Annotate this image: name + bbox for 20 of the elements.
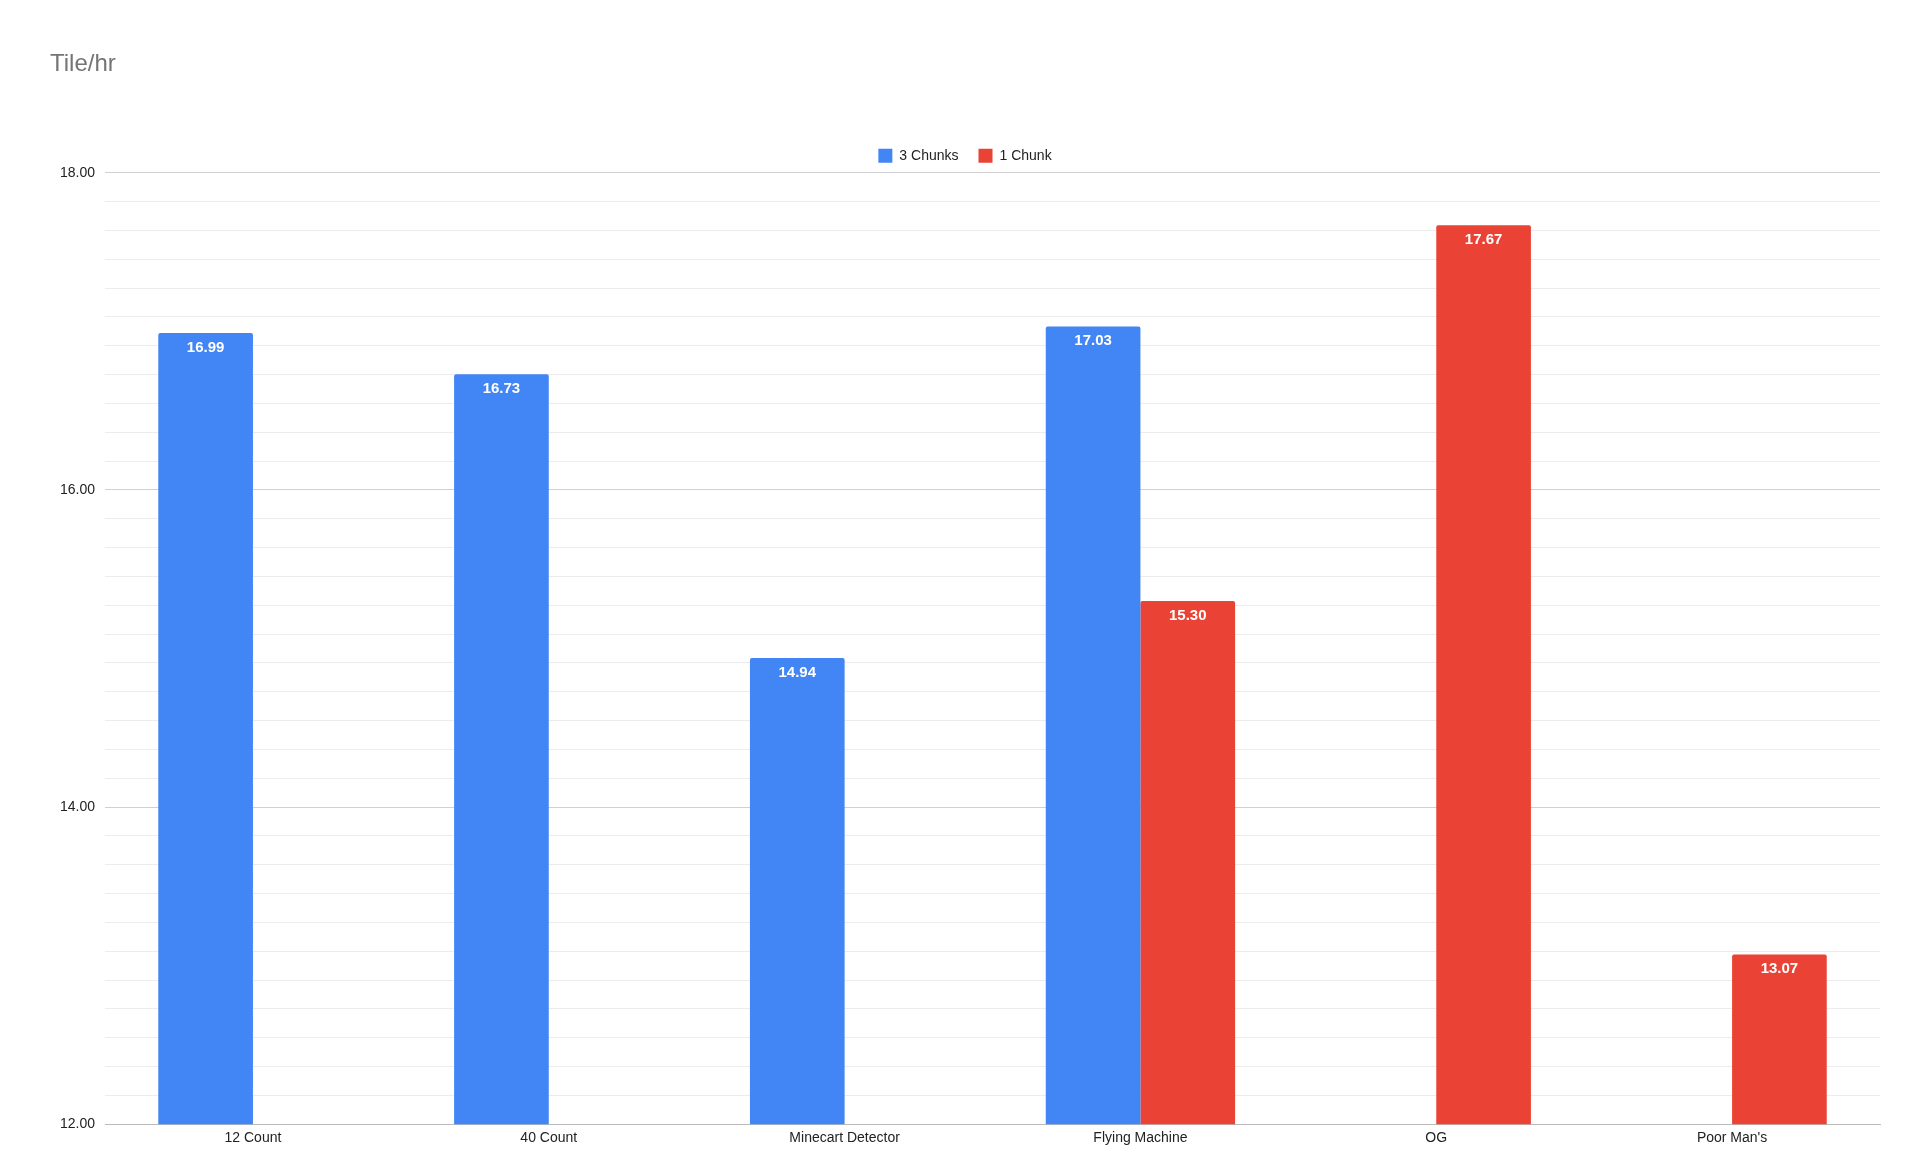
- chart-title: Tile/hr: [50, 49, 116, 77]
- x-tick-label: Poor Man's: [1696, 1129, 1768, 1146]
- legend-label: 3 Chunks: [899, 146, 959, 163]
- x-tick-label: Minecart Detector: [789, 1129, 901, 1146]
- legend-label: 1 Chunk: [999, 146, 1053, 163]
- x-tick-label: OG: [1425, 1129, 1448, 1146]
- data-label: 13.07: [1760, 959, 1799, 977]
- x-tick-label: Flying Machine: [1093, 1129, 1188, 1146]
- y-tick-label: 16.00: [59, 480, 96, 497]
- y-tick-label: 12.00: [59, 1115, 96, 1132]
- data-label: 17.03: [1074, 331, 1112, 349]
- data-label: 16.73: [482, 378, 521, 396]
- y-tick-label: 14.00: [59, 797, 96, 814]
- data-label: 14.94: [778, 662, 817, 680]
- data-label: 15.30: [1168, 605, 1207, 623]
- data-label: 16.99: [186, 337, 225, 355]
- x-tick-label: 40 Count: [520, 1129, 578, 1146]
- y-tick-label: 18.00: [59, 163, 96, 180]
- x-tick-label: 12 Count: [224, 1129, 282, 1146]
- data-label: 17.67: [1464, 229, 1503, 247]
